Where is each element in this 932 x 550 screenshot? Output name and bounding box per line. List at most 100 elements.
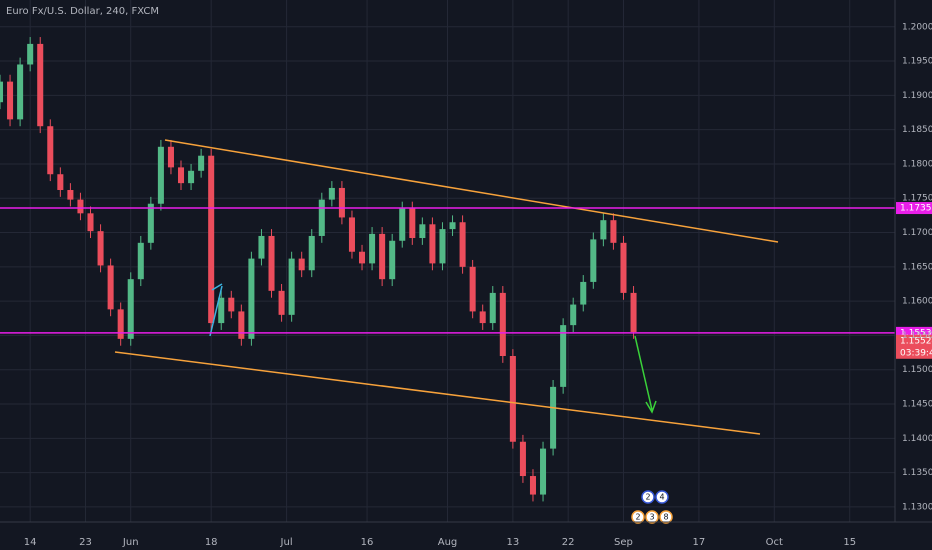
candle-body <box>157 146 164 204</box>
candle-body <box>519 441 526 477</box>
x-tick-label: 17 <box>693 537 706 548</box>
badge-label: 4 <box>659 493 664 502</box>
x-tick-label: 23 <box>79 537 92 548</box>
x-tick-label: Aug <box>438 537 458 548</box>
candle-body <box>469 266 476 312</box>
candle-body <box>7 81 14 120</box>
badge-label: 3 <box>649 513 654 522</box>
x-tick-label: Oct <box>766 537 783 548</box>
candle-body <box>630 292 637 332</box>
y-tick-label: 1.20000 <box>902 22 932 32</box>
candle-body <box>147 203 154 243</box>
candle-body <box>67 190 74 200</box>
candle-body <box>550 386 557 449</box>
candle-body <box>600 220 607 240</box>
candle-body <box>379 233 386 280</box>
x-tick-label: 13 <box>506 537 519 548</box>
y-tick-label: 1.13000 <box>902 502 932 512</box>
badge-label: 2 <box>645 493 650 502</box>
badge-label: 2 <box>635 513 640 522</box>
wave-drawing <box>209 285 223 337</box>
candle-body <box>610 220 617 243</box>
candle-body <box>499 292 506 357</box>
x-tick-label: Jul <box>280 537 293 548</box>
candle-body <box>258 235 265 259</box>
lower-trendline <box>114 351 761 435</box>
candle-body <box>238 311 245 339</box>
y-tick-label: 1.17000 <box>902 228 932 238</box>
candle-body <box>529 476 536 495</box>
y-tick-label: 1.15500 <box>902 331 932 341</box>
candle-body <box>620 242 627 293</box>
price-tag-label: 1.15537 <box>900 328 932 338</box>
candle-body <box>348 217 355 252</box>
candle-body <box>459 222 466 267</box>
candle-body <box>399 208 406 241</box>
candle-body <box>198 155 205 171</box>
candles <box>0 37 637 502</box>
x-tick-label: 15 <box>843 537 856 548</box>
y-tick-label: 1.15000 <box>902 365 932 375</box>
candle-body <box>167 146 174 168</box>
candle-body <box>308 235 315 271</box>
candle-body <box>77 199 84 214</box>
candle-body <box>47 126 54 175</box>
candle-body <box>419 224 426 239</box>
candle-body <box>188 170 195 184</box>
candle-body <box>17 64 24 120</box>
y-tick-label: 1.13500 <box>902 468 932 478</box>
candle-body <box>338 187 345 218</box>
y-tick-label: 1.16000 <box>902 297 932 307</box>
badge <box>655 490 669 504</box>
candle-body <box>580 281 587 305</box>
x-tick-label: Sep <box>614 537 633 548</box>
x-tick-label: 16 <box>361 537 374 548</box>
badge-label: 8 <box>663 513 668 522</box>
candle-body <box>268 235 275 291</box>
candle-body <box>359 251 366 264</box>
candle-body <box>57 174 64 191</box>
candle-body <box>87 213 94 232</box>
candle-body <box>107 265 114 310</box>
x-tick-label: Jun <box>122 537 139 548</box>
arrow-head <box>645 400 657 414</box>
y-tick-label: 1.18000 <box>902 159 932 169</box>
countdown: 03:39:40 <box>900 348 932 358</box>
arrow <box>634 335 653 411</box>
candle-body <box>449 222 456 230</box>
candle-body <box>540 448 547 495</box>
y-tick-label: 1.19000 <box>902 91 932 101</box>
y-tick-label: 1.18500 <box>902 125 932 135</box>
candle-body <box>127 279 134 339</box>
price-tag-label: 1.17357 <box>900 204 932 214</box>
y-tick-label: 1.14000 <box>902 434 932 444</box>
candle-body <box>0 81 4 103</box>
candle-body <box>37 43 44 127</box>
badge <box>645 510 659 524</box>
candle-body <box>318 199 325 236</box>
candle-body <box>328 187 335 200</box>
candle-body <box>117 309 124 339</box>
y-tick-label: 1.14500 <box>902 400 932 410</box>
candle-body <box>27 43 34 65</box>
y-tick-label: 1.17500 <box>902 194 932 204</box>
candle-body <box>288 258 295 315</box>
candle-body <box>489 292 496 324</box>
x-tick-label: 22 <box>562 537 575 548</box>
price-tag <box>896 202 932 215</box>
x-tick-label: 18 <box>205 537 218 548</box>
candle-body <box>218 297 225 324</box>
candle-body <box>439 229 446 264</box>
candle-body <box>369 233 376 264</box>
candle-body <box>97 231 104 266</box>
candle-body <box>570 304 577 326</box>
candle-body <box>429 224 436 264</box>
candle-body <box>248 258 255 339</box>
last-price-label: 1.15524 <box>900 336 932 346</box>
last-price-tag <box>896 334 932 359</box>
badge <box>641 490 655 504</box>
badge <box>631 510 645 524</box>
candle-body <box>137 242 144 280</box>
candle-body <box>278 290 285 315</box>
